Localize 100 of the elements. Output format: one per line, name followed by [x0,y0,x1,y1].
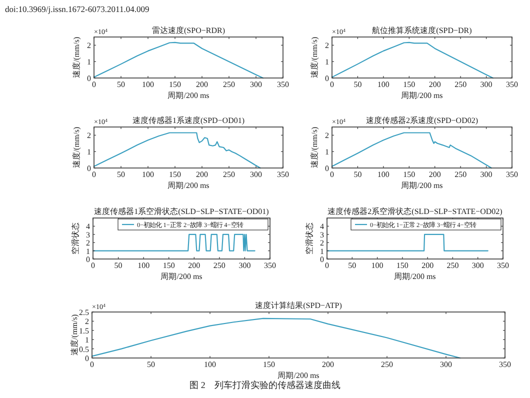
x-axis-title: 周期/200 ms [168,91,210,100]
y-tick-label: 0.5 [79,344,89,354]
y-tick-label: 0 [87,164,91,173]
x-tick-label: 50 [354,80,362,89]
text: doi:10.3969/j.issn.1672-6073.2011.04.009 [5,4,150,14]
x-tick-label: 350 [277,170,289,179]
x-tick-label: 200 [196,80,208,89]
x-axis-title: 周期/200 ms [401,91,443,100]
x-tick-label: 250 [446,261,459,270]
x-tick-label: 250 [223,80,235,89]
y-tick-label: 2 [85,317,89,326]
y-axis-title: 速度/(mm/s) [310,36,319,78]
x-tick-label: 200 [188,261,200,270]
y-tick-label: 1 [325,148,329,157]
chart-title: 雷达速度(SPO−RDR) [152,26,226,35]
y-axis-title: 空滑状态 [71,222,80,254]
x-tick-label: 200 [322,360,334,369]
y-tick-label: 1 [87,58,91,67]
x-axis-title: 周期/200 ms [168,181,210,190]
chart-title: 航位推算系统速度(SPD−DR) [372,26,472,35]
x-tick-label: 150 [162,261,175,270]
x-tick-label: 50 [348,261,356,270]
x-tick-label: 100 [204,360,216,369]
y-tick-label: 3 [86,230,90,240]
x-tick-label: 350 [264,261,276,270]
x-tick-label: 200 [422,261,434,270]
x-tick-label: 250 [454,170,467,179]
x-tick-label: 50 [117,170,125,179]
x-tick-label: 350 [506,80,518,89]
x-tick-label: 100 [377,170,390,179]
x-tick-label: 200 [196,170,208,179]
x-tick-label: 150 [263,360,275,369]
line-series [331,42,494,79]
y-tick-label: 4 [320,222,324,232]
x-tick-label: 150 [169,170,181,179]
x-tick-label: 350 [277,80,289,89]
y-tick-label: 3 [320,230,324,240]
y-tick-label: 1 [325,58,329,67]
y-tick-label: 1 [320,246,324,256]
x-tick-label: 50 [117,80,125,89]
x-tick-label: 350 [499,360,511,369]
y-tick-label: 0 [85,354,89,363]
x-tick-label: 50 [147,360,155,369]
y-tick-label: 1 [86,246,90,256]
chart-title: 速度传感器2系空滑状态(SLD−SLP−STATE−OD02) [328,207,503,216]
x-tick-label: 100 [142,80,154,89]
y-tick-label: 2 [87,131,91,140]
y-tick-label: 0 [325,74,329,83]
caption: 图 2 列车打滑实验的传感器速度曲线 [190,380,340,390]
chart-title: 速度传感器2系速度(SPD−OD02) [366,116,478,125]
x-tick-label: 150 [403,80,416,89]
y-tick-label: 2 [325,41,329,50]
y-tick-label: 1.5 [79,326,89,336]
x-axis-title: 周期/200 ms [160,272,202,281]
x-tick-label: 200 [428,170,441,179]
y-tick-label: 0 [325,164,329,173]
x-tick-label: 300 [238,261,251,270]
y-axis-title: 空滑状态 [305,222,314,254]
x-tick-label: 150 [403,170,416,179]
x-tick-label: 250 [213,261,226,270]
x-tick-label: 300 [440,360,452,369]
y-tick-label: 2 [87,41,91,50]
x-axis-title: 周期/200 ms [278,371,320,380]
x-tick-label: 100 [142,170,154,179]
y-tick-label: 2.5 [79,308,89,317]
y-axis-title: 速度/(mm/s) [72,36,81,78]
x-tick-label: 100 [138,261,150,270]
x-tick-label: 300 [480,170,492,179]
x-tick-label: 300 [250,80,262,89]
y-tick-label: 0 [320,255,324,264]
line-series [91,318,461,359]
x-tick-label: 150 [169,80,181,89]
x-tick-label: 100 [377,80,390,89]
x-tick-label: 300 [472,261,484,270]
y-axis-title: 速度/(mm/s) [72,126,81,168]
y-tick-label: 2 [86,238,90,248]
chart-title: 速度传感器1系速度(SPD−OD01) [132,116,245,125]
x-tick-label: 300 [480,80,492,89]
x-axis-title: 周期/200 ms [401,181,443,190]
y-tick-label: 1 [87,148,91,157]
x-tick-label: 350 [506,170,518,179]
y-tick-label: 0 [87,74,91,83]
y-tick-label: 0 [86,255,90,264]
x-tick-label: 50 [114,261,122,270]
x-tick-label: 350 [497,261,509,270]
x-tick-label: 250 [381,360,393,369]
y-tick-label: 1 [85,336,89,345]
y-tick-label: 2 [325,131,329,140]
y-axis-title: 速度/(mm/s) [70,314,79,356]
x-tick-label: 250 [454,80,467,89]
chart-title: 速度传感器1系空滑状态(SLD−SLP−STATE−OD01) [94,207,270,216]
x-axis-title: 周期/200 ms [394,272,436,281]
chart-title: 速度计算结果(SPD−ATP) [255,301,342,310]
line-series [93,132,261,169]
x-tick-label: 150 [396,261,408,270]
x-tick-label: 200 [428,80,441,89]
x-tick-label: 100 [371,261,384,270]
x-tick-label: 250 [223,170,235,179]
y-axis-title: 速度/(mm/s) [310,126,319,168]
line-series [331,132,492,169]
